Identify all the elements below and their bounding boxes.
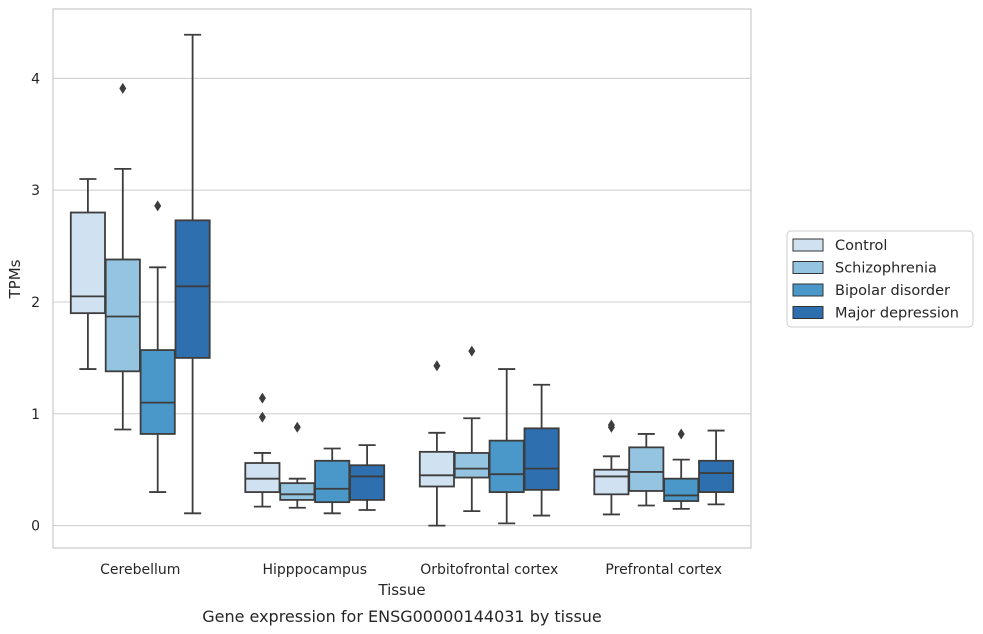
x-tick-label: Hipppocampus — [262, 562, 367, 578]
box-1-3 — [349, 444, 386, 511]
legend-frame — [786, 230, 974, 328]
box-body — [453, 452, 490, 479]
chart-caption: Gene expression for ENSG00000144031 by t… — [202, 607, 602, 626]
box-3-2 — [663, 428, 700, 510]
legend-swatch — [792, 306, 824, 319]
legend-label: Bipolar disorder — [835, 283, 950, 299]
box-body — [314, 459, 351, 504]
y-tick-label: 1 — [31, 407, 40, 423]
box-body — [418, 450, 455, 488]
legend-swatch — [792, 238, 824, 252]
x-axis-label: Tissue — [377, 581, 425, 599]
y-tick-label: 4 — [31, 71, 40, 87]
box-body — [593, 468, 630, 496]
box-2-0 — [418, 360, 455, 527]
legend-label: Schizophrenia — [835, 261, 937, 277]
outlier-point — [677, 428, 685, 440]
box-body — [104, 258, 141, 373]
x-tick-label: Cerebellum — [100, 562, 180, 578]
box-1-0 — [244, 392, 281, 508]
legend: Control Schizophrenia Bipolar disorder Majo… — [786, 230, 974, 328]
box-body — [628, 446, 665, 492]
box-body — [488, 439, 525, 493]
box-2-3 — [523, 383, 560, 517]
y-axis-ticks: 0 1 2 3 4 — [31, 71, 40, 534]
outlier-point — [119, 82, 127, 94]
box-body — [244, 462, 281, 493]
y-tick-label: 3 — [31, 183, 40, 199]
box-3-0 — [593, 419, 630, 516]
box-0-1 — [104, 82, 141, 431]
legend-swatch — [792, 283, 824, 297]
legend-label: Control — [835, 238, 887, 254]
box-1-2 — [314, 447, 351, 515]
outlier-point — [293, 421, 301, 433]
box-0-3 — [174, 33, 211, 515]
outlier-point — [607, 421, 615, 433]
box-0-2 — [139, 200, 176, 493]
box-3-3 — [698, 429, 735, 506]
outlier-point — [258, 392, 266, 404]
box-2-2 — [488, 368, 525, 525]
legend-label: Major depression — [835, 306, 959, 322]
outlier-point — [154, 200, 162, 212]
legend-swatch — [792, 261, 824, 274]
x-tick-label: Orbitofrontal cortex — [420, 562, 558, 578]
x-axis-ticks: Cerebellum Hipppocampus Orbitofrontal cort… — [100, 562, 722, 578]
plot-frame — [52, 8, 752, 549]
box-body — [349, 464, 386, 501]
x-tick-label: Prefrontal cortex — [605, 562, 722, 578]
box-0-0 — [69, 178, 106, 370]
box-body — [698, 459, 735, 493]
outlier-point — [433, 360, 441, 372]
box-body — [279, 482, 316, 501]
box-3-1 — [628, 433, 665, 507]
outlier-point — [258, 411, 266, 423]
boxes-layer — [69, 33, 735, 527]
box-body — [663, 477, 700, 502]
y-tick-label: 2 — [31, 295, 40, 311]
y-axis-label: TPMs — [6, 259, 24, 299]
box-body — [139, 349, 176, 435]
box-body — [523, 427, 560, 491]
outlier-point — [468, 345, 476, 357]
box-body — [69, 211, 106, 315]
box-body — [174, 219, 211, 359]
y-tick-label: 0 — [31, 519, 40, 535]
